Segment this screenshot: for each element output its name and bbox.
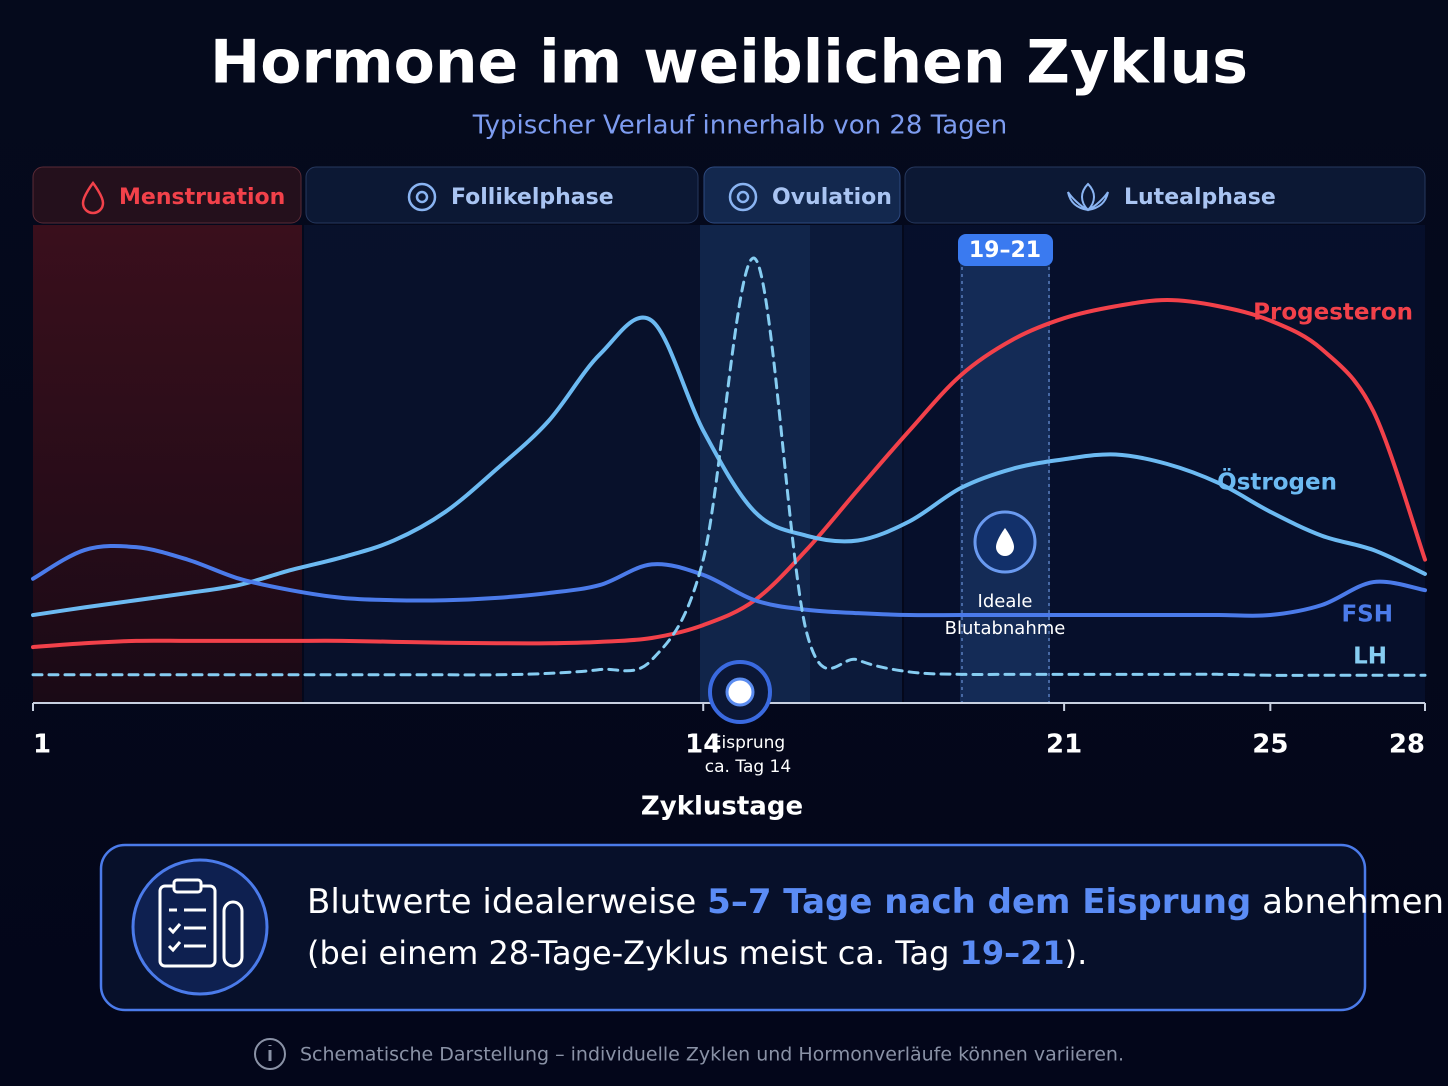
phase-label: Lutealphase: [1124, 185, 1276, 210]
callout-highlight: 19–21: [960, 934, 1065, 972]
callout-highlight: 5–7 Tage nach dem Eisprung: [707, 882, 1251, 922]
series-line: [31, 256, 1427, 677]
phase-band: [33, 225, 302, 703]
series-label: Progesteron: [1253, 300, 1413, 326]
series-line: [31, 543, 1427, 618]
callout-text: (bei einem 28-Tage-Zyklus meist ca. Tag: [307, 934, 960, 972]
callout-icon: [172, 878, 203, 894]
series-label: LH: [1353, 644, 1387, 670]
series-label: FSH: [1341, 602, 1393, 628]
window-label: 19–21: [969, 238, 1041, 263]
callout-text: (bei einem 28-Tage-Zyklus meist ca. Tag …: [307, 934, 1087, 972]
x-tick-label: 28: [1389, 730, 1425, 760]
callout-icon: [222, 900, 244, 968]
phase-label: Follikelphase: [451, 185, 614, 210]
series-line: [31, 315, 1427, 618]
ovulation-label: ca. Tag 14: [705, 757, 791, 777]
info-icon: [254, 1038, 286, 1070]
x-tick-label: 25: [1252, 730, 1288, 760]
ovulation-marker: [725, 677, 755, 707]
phase-label: Menstruation: [119, 185, 285, 210]
x-tick-label: 21: [1046, 730, 1082, 760]
ovulation-label: Eisprung: [711, 733, 785, 753]
phase-icon: [728, 182, 758, 212]
callout-text: abnehmen: [1251, 882, 1444, 922]
phase-label: Ovulation: [772, 185, 892, 210]
callout: [99, 843, 1367, 1012]
phase-icon: [415, 190, 429, 204]
series-label: Östrogen: [1217, 468, 1337, 496]
x-tick-label: 1: [33, 730, 51, 760]
chart-subtitle: Typischer Verlauf innerhalb von 28 Tagen: [472, 111, 1007, 141]
phase-icon: [407, 182, 437, 212]
footnote: Schematische Darstellung – individuelle …: [300, 1044, 1124, 1066]
callout-text: Blutwerte idealerweise 5–7 Tage nach dem…: [307, 882, 1444, 922]
phase-header: [904, 166, 1426, 224]
chart-title: Hormone im weiblichen Zyklus: [210, 28, 1248, 98]
phase-header: [305, 166, 699, 224]
callout-icon: [167, 908, 206, 953]
phase-icon: [1067, 182, 1109, 212]
callout-text: Blutwerte idealerweise: [307, 882, 707, 922]
blood-label: Ideale: [978, 591, 1033, 612]
x-tick-label: 14: [685, 730, 721, 760]
blood-icon: [996, 528, 1014, 556]
phase-icon: [736, 190, 750, 204]
window-badge: [958, 234, 1053, 266]
plot: [31, 256, 1427, 677]
callout-text: ).: [1065, 934, 1088, 972]
x-axis-title: Zyklustage: [641, 792, 803, 822]
drop-icon: [81, 180, 105, 215]
phase-band: [700, 225, 810, 703]
blood-label: Blutabnahme: [945, 618, 1066, 639]
phase-header: [703, 166, 901, 224]
